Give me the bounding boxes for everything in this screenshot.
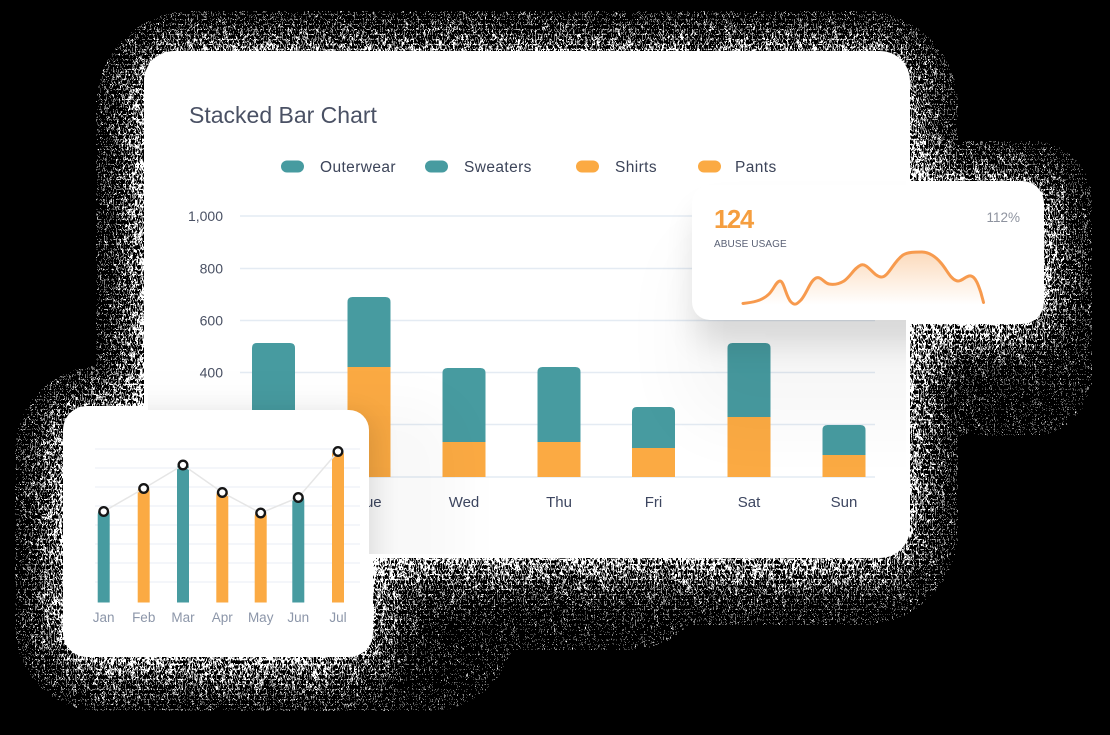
svg-text:1,000: 1,000 — [188, 208, 223, 224]
svg-text:124: 124 — [714, 206, 755, 234]
svg-text:Sat: Sat — [738, 494, 761, 511]
svg-text:Sun: Sun — [831, 494, 858, 511]
svg-text:800: 800 — [200, 261, 224, 277]
svg-text:Feb: Feb — [132, 610, 155, 625]
svg-text:Mar: Mar — [171, 610, 195, 625]
svg-text:May: May — [248, 610, 274, 625]
svg-text:Stacked Bar Chart: Stacked Bar Chart — [189, 102, 378, 128]
svg-text:Pants: Pants — [735, 159, 777, 176]
svg-text:Jan: Jan — [93, 610, 115, 625]
svg-text:Fri: Fri — [645, 494, 663, 511]
svg-text:112%: 112% — [986, 210, 1020, 225]
svg-text:Apr: Apr — [212, 610, 234, 625]
svg-text:Jun: Jun — [287, 610, 309, 625]
svg-text:Shirts: Shirts — [615, 159, 657, 176]
svg-text:ABUSE USAGE: ABUSE USAGE — [714, 239, 787, 250]
svg-text:600: 600 — [200, 313, 224, 329]
svg-text:Jul: Jul — [329, 610, 346, 625]
svg-text:Wed: Wed — [449, 494, 480, 511]
svg-text:Sweaters: Sweaters — [464, 159, 532, 176]
svg-text:400: 400 — [200, 365, 224, 381]
svg-text:Outerwear: Outerwear — [320, 159, 396, 176]
svg-text:Thu: Thu — [546, 494, 572, 511]
